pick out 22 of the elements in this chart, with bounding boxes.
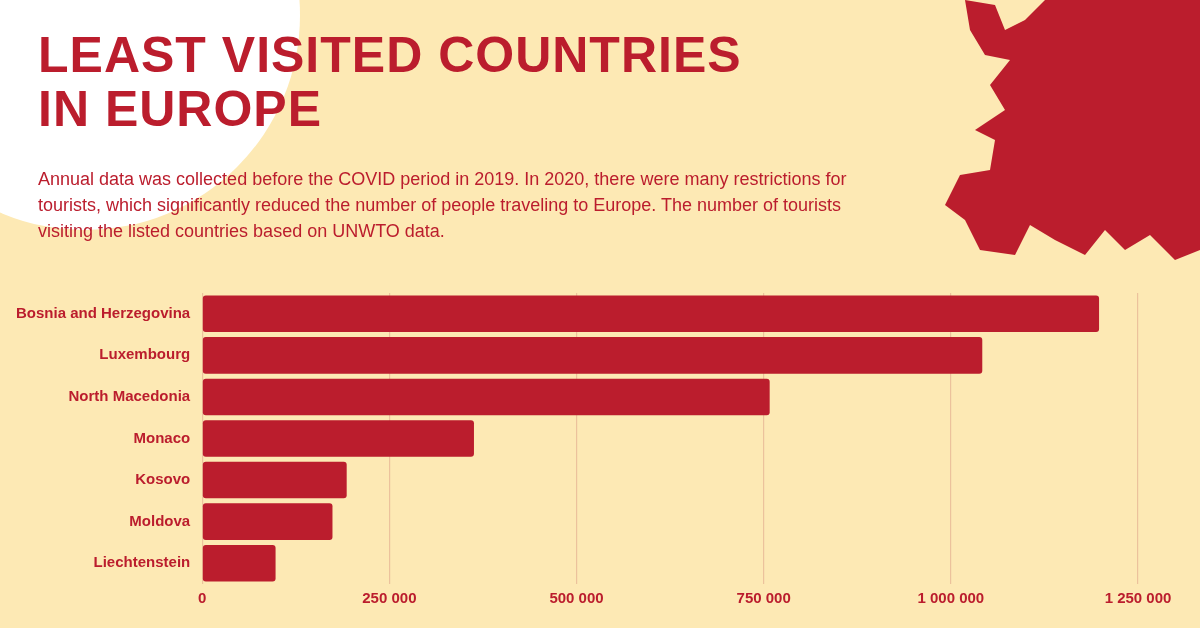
x-tick-label: 500 000 <box>549 589 604 607</box>
y-tick-label: Liechtenstein <box>93 553 191 571</box>
chart-title: LEAST VISITED COUNTRIES IN EUROPE <box>38 27 742 137</box>
x-tick-label: 1 250 000 <box>1104 589 1172 607</box>
y-tick-label: Monaco <box>133 428 191 446</box>
x-tick-label: 250 000 <box>362 589 417 607</box>
bar <box>202 295 1100 333</box>
y-tick-label: Luxembourg <box>99 345 191 363</box>
bar <box>202 420 474 457</box>
x-tick-label: 1 000 000 <box>917 589 985 607</box>
bar <box>202 544 276 582</box>
bar <box>202 378 770 416</box>
y-tick-label: Bosnia and Herzegovina <box>15 303 191 321</box>
bar <box>202 461 347 499</box>
chart-subtitle: Annual data was collected before the COVID period in 2019. In 2020, there were many restrictions for tourists, which significantly reduced the number of people traveling to Europe. The number of tourists visiting the listed countries based on UNWTO data. <box>38 168 848 243</box>
x-tick-label: 750 000 <box>736 589 791 607</box>
bar <box>202 337 983 374</box>
y-tick-label: North Macedonia <box>68 387 191 405</box>
bar <box>202 503 333 540</box>
x-tick-label: 0 <box>198 589 207 607</box>
y-tick-label: Kosovo <box>135 470 191 488</box>
y-tick-label: Moldova <box>129 511 191 529</box>
